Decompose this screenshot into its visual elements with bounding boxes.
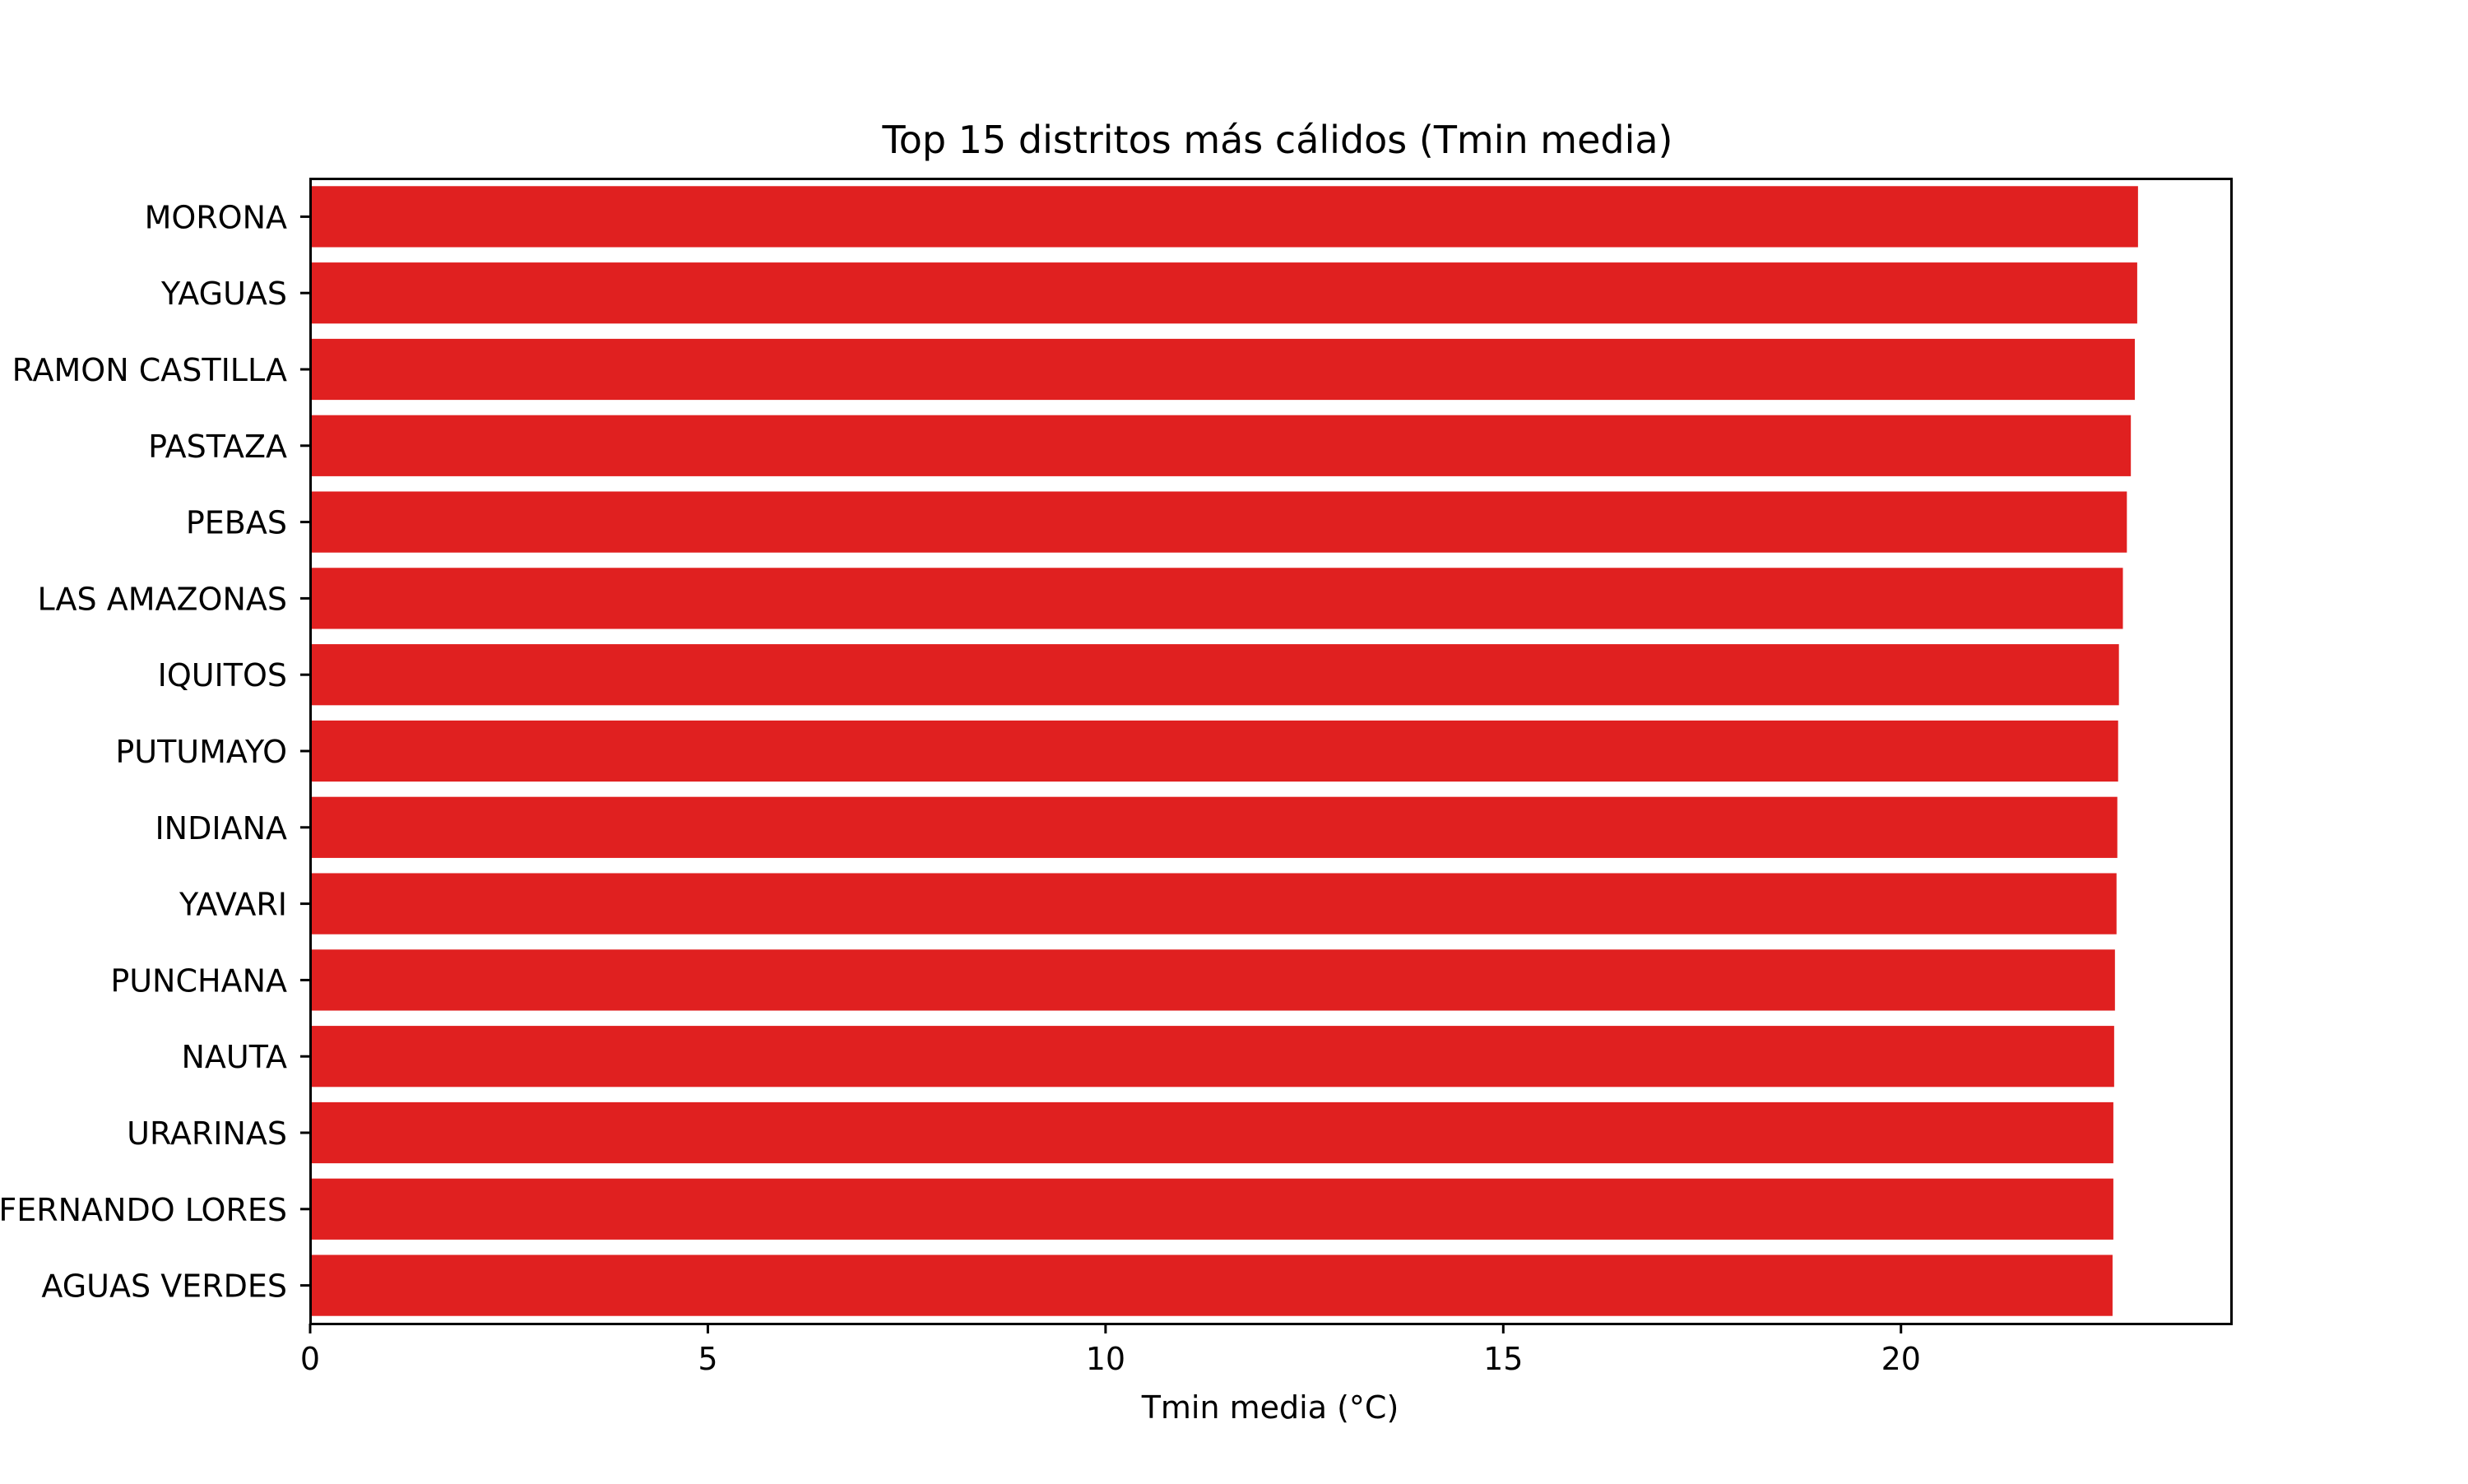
y-tick-label: YAGUAS	[160, 276, 287, 312]
y-tick-label: MORONA	[145, 199, 287, 235]
y-tick-label: URARINAS	[127, 1115, 287, 1152]
x-axis: 0 5 10 15 20	[300, 1324, 1921, 1377]
y-tick-label: PUTUMAYO	[115, 734, 287, 770]
bar	[310, 568, 2123, 629]
chart-title: Top 15 distritos más cálidos (Tmin media…	[881, 118, 1672, 162]
bar	[310, 873, 2117, 934]
y-tick-label: INDIANA	[155, 810, 287, 846]
y-axis: MORONA YAGUAS RAMON CASTILLA PASTAZA PEBAS LA…	[0, 199, 310, 1305]
x-tick-label: 15	[1483, 1341, 1523, 1377]
x-axis-label: Tmin media (°C)	[1141, 1389, 1399, 1426]
y-tick-label: YAVARI	[179, 887, 287, 923]
bar	[310, 262, 2137, 324]
bar	[310, 644, 2119, 706]
bar	[310, 796, 2118, 858]
y-tick-label: PUNCHANA	[110, 962, 287, 999]
bar	[310, 491, 2127, 553]
y-tick-label: FERNANDO LORES	[0, 1192, 287, 1228]
bar	[310, 186, 2138, 248]
y-tick-label: PASTAZA	[148, 429, 287, 465]
x-tick-label: 5	[698, 1341, 717, 1377]
y-tick-label: IQUITOS	[158, 657, 287, 693]
bars-group	[310, 186, 2138, 1316]
plot-frame	[309, 178, 2233, 1325]
bar	[310, 949, 2115, 1011]
bar	[310, 1101, 2113, 1164]
y-tick-label: AGUAS VERDES	[41, 1268, 287, 1305]
bar	[310, 1254, 2113, 1316]
bar	[310, 720, 2118, 782]
bar	[310, 1026, 2114, 1087]
x-tick-label: 10	[1086, 1341, 1125, 1377]
bar	[310, 1178, 2113, 1240]
y-tick-label: LAS AMAZONAS	[38, 581, 288, 617]
bar	[310, 338, 2136, 401]
y-tick-label: NAUTA	[182, 1039, 288, 1075]
y-tick-label: RAMON CASTILLA	[12, 352, 287, 388]
x-tick-label: 0	[300, 1341, 320, 1377]
x-tick-label: 20	[1881, 1341, 1921, 1377]
y-tick-label: PEBAS	[186, 505, 287, 541]
bar	[310, 415, 2132, 476]
